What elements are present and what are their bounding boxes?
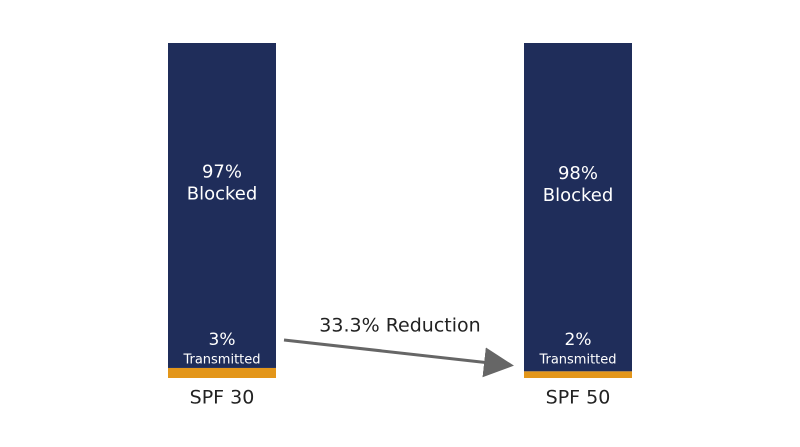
annotation: 33.3% Reduction <box>319 315 480 337</box>
bar-segment <box>524 371 632 378</box>
value-label: 97% <box>202 161 242 182</box>
category-label: SPF 30 <box>190 387 255 409</box>
bar-segment <box>168 367 276 378</box>
reduction-arrow <box>283 338 514 378</box>
bar-segment <box>524 43 632 372</box>
segment-name: Blocked <box>187 183 258 204</box>
value-label: 2% <box>565 330 592 350</box>
segment-name: Transmitted <box>182 353 260 368</box>
segment-name: Blocked <box>543 185 614 206</box>
segment-name: Transmitted <box>538 353 616 368</box>
value-label: 3% <box>209 330 236 350</box>
category-label: SPF 50 <box>546 387 611 409</box>
value-label: 98% <box>558 163 598 184</box>
bar-segment <box>168 43 276 368</box>
